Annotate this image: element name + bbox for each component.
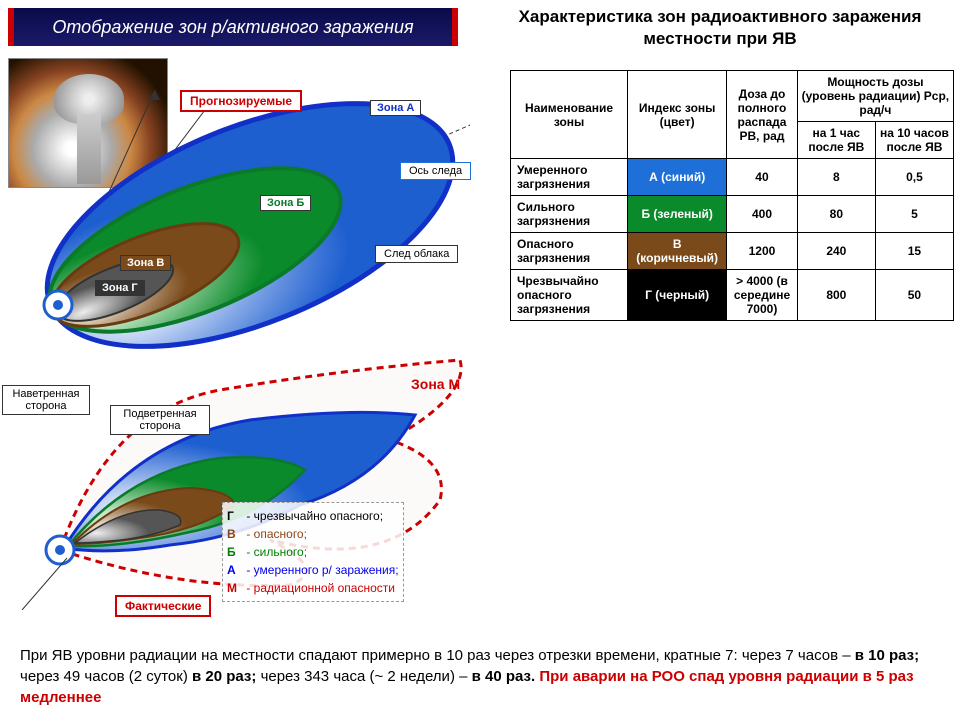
badge-zone-v: Зона В bbox=[120, 255, 171, 271]
legend-row: М - радиационной опасности bbox=[227, 579, 399, 597]
footer-t1: При ЯВ уровни радиации на местности спад… bbox=[20, 647, 855, 664]
th-power: Мощность дозы (уровень радиации) Рср, ра… bbox=[797, 71, 953, 122]
label-navetr: Наветренная сторона bbox=[2, 385, 90, 415]
footer-t2: через 49 часов (2 суток) bbox=[20, 668, 192, 685]
label-fakt: Фактические bbox=[115, 595, 211, 617]
footer-text: При ЯВ уровни радиации на местности спад… bbox=[20, 645, 940, 708]
footer-b2: в 20 раз; bbox=[192, 668, 256, 685]
label-sled-oblaka: След облака bbox=[375, 245, 458, 263]
main-title: Характеристика зон радиоактивного зараже… bbox=[490, 6, 950, 50]
legend-row: Б - сильного; bbox=[227, 543, 399, 561]
zone-legend: Г - чрезвычайно опасного;В - опасного;Б … bbox=[222, 502, 404, 602]
label-prognoz: Прогнозируемые bbox=[180, 90, 302, 112]
title-bar: Отображение зон р/активного заражения bbox=[8, 8, 458, 46]
th-dose: Доза до полного распада РВ, рад bbox=[727, 71, 798, 159]
label-os-sleda: Ось следа bbox=[400, 162, 471, 180]
legend-row: А - умеренного р/ заражения; bbox=[227, 561, 399, 579]
th-name: Наименование зоны bbox=[511, 71, 628, 159]
th-h10: на 10 часов после ЯВ bbox=[875, 122, 953, 159]
footer-b1: в 10 раз; bbox=[855, 647, 919, 664]
legend-row: В - опасного; bbox=[227, 525, 399, 543]
zones-table-body: Умеренного загрязненияА (синий)4080,5Сил… bbox=[511, 159, 954, 321]
zones-diagram: Прогнозируемые Ось следа След облака Нав… bbox=[0, 50, 500, 610]
footer-t3: через 343 часа (~ 2 недели) – bbox=[261, 668, 472, 685]
table-row: Чрезвычайно опасного загрязненияГ (черны… bbox=[511, 270, 954, 321]
th-index: Индекс зоны (цвет) bbox=[628, 71, 727, 159]
badge-zone-g: Зона Г bbox=[95, 280, 145, 296]
th-h1: на 1 час после ЯВ bbox=[797, 122, 875, 159]
legend-row: Г - чрезвычайно опасного; bbox=[227, 507, 399, 525]
table-row: Опасного загрязненияВ (коричневый)120024… bbox=[511, 233, 954, 270]
table-row: Сильного загрязненияБ (зеленый)400805 bbox=[511, 196, 954, 233]
label-podvetr: Подветренная сторона bbox=[110, 405, 210, 435]
footer-b3: в 40 раз. bbox=[472, 668, 536, 685]
badge-zone-b: Зона Б bbox=[260, 195, 311, 211]
badge-zone-a: Зона А bbox=[370, 100, 421, 116]
zones-table: Наименование зоны Индекс зоны (цвет) Доз… bbox=[510, 70, 954, 321]
badge-zone-m: Зона М bbox=[405, 375, 466, 393]
table-row: Умеренного загрязненияА (синий)4080,5 bbox=[511, 159, 954, 196]
title-bar-text: Отображение зон р/активного заражения bbox=[52, 17, 413, 38]
